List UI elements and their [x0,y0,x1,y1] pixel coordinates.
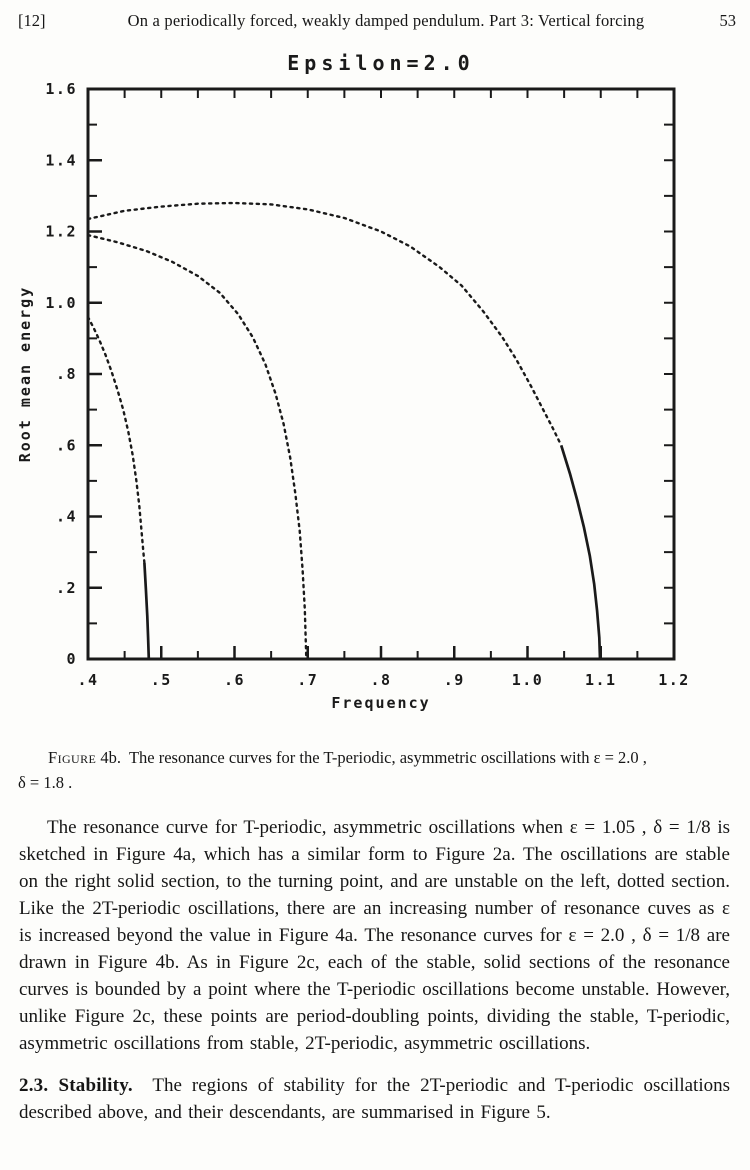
x-tick-label: .6 [224,671,245,689]
page-number: 53 [719,11,737,30]
paragraph-1: The resonance curve for T-periodic, asym… [19,817,730,1054]
y-tick-label: .4 [56,508,77,526]
caption-number: 4b. [100,748,121,767]
y-tick-label: .6 [56,436,77,454]
caption-label: Figure [48,748,97,767]
y-tick-label: 1.6 [45,80,77,98]
plot-frame [86,87,676,661]
x-axis-label: Frequency [331,694,430,712]
x-tick-label: 1.1 [585,671,617,689]
section-heading: 2.3. Stability. [19,1075,133,1096]
resonance-curve-1-unstable [86,315,146,564]
reference-number: [12] [18,11,46,30]
y-tick-label: .2 [56,579,77,597]
caption-text-line2: δ = 1.8 . [18,773,73,792]
resonance-chart: .4 .5 .6 .7 .8 .9 1.0 1.1 1.2 1.6 1.4 1.2 1.0 .8 .6 .4.… [16,51,690,712]
y-tick-label: 1.0 [45,294,77,312]
resonance-curve-2-unstable [86,233,308,661]
section-text: The regions of stability for the 2T-peri… [19,1075,730,1123]
figure-4b-chart: .4 .5 .6 .7 .8 .9 1.0 1.1 1.2 1.6 1.4 1.2 1.0 .8 .6 .4.… [0,31,750,721]
x-tick-label: .7 [297,671,318,689]
section-2-3: 2.3. Stability. The regions of stability… [19,1072,730,1126]
x-tick-label: .5 [151,671,172,689]
resonance-curve-3-unstable [86,201,563,447]
figure-caption: Figure 4b. The resonance curves for the … [18,745,736,795]
resonance-curve-1-stable [143,562,151,660]
y-tick-label: 1.2 [45,223,77,241]
chart-title: Epsilon=2.0 [287,51,474,75]
x-tick-label: 1.2 [658,671,690,689]
caption-text-line1: The resonance curves for the T-periodic,… [128,748,647,767]
resonance-curve-3-stable [559,444,602,660]
running-title: On a periodically forced, weakly damped … [127,11,645,30]
x-tick-label: .9 [444,671,465,689]
y-axis-label: Root mean energy [16,286,34,463]
y-tick-label: .8 [56,365,77,383]
y-tick-label: 0 [66,650,77,668]
x-tick-label: 1.0 [512,671,544,689]
x-tick-label: .4 [77,671,98,689]
page-header: [12] On a periodically forced, weakly da… [0,0,750,31]
y-tick-label: 1.4 [45,151,77,169]
x-tick-label: .8 [370,671,391,689]
